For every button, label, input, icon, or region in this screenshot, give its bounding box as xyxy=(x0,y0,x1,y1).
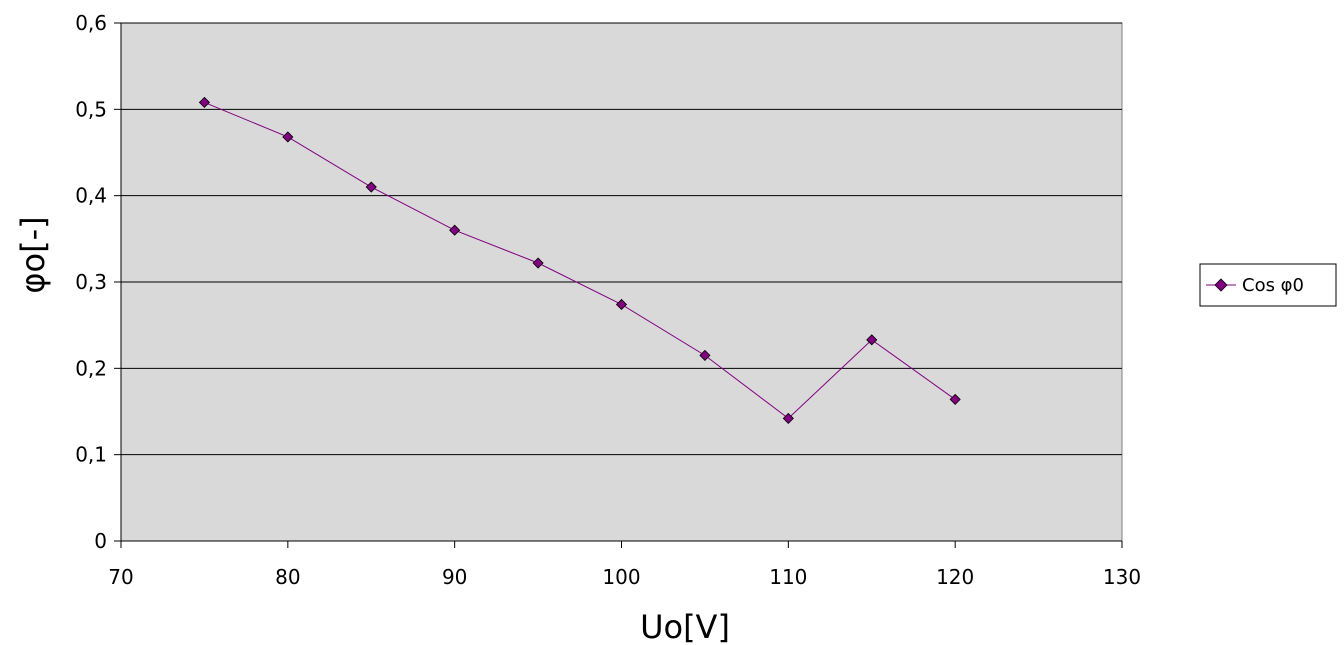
y-axis-title: φo[-] xyxy=(14,216,52,293)
data-point-0-4 xyxy=(532,257,544,269)
x-tick-label-6: 130 xyxy=(1103,565,1141,589)
legend-marker-icon xyxy=(1214,278,1228,292)
x-tick-labels: 70 80 90 100 110 120 130 xyxy=(108,565,1141,589)
series-group xyxy=(198,96,961,424)
data-point-0-8 xyxy=(866,334,878,346)
x-tick-label-1: 80 xyxy=(275,565,300,589)
y-tick-label-4: 0,4 xyxy=(75,184,107,208)
data-point-0-6 xyxy=(699,349,711,361)
data-point-0-5 xyxy=(615,298,628,311)
gridlines xyxy=(121,22,1122,456)
x-tick-label-5: 120 xyxy=(936,565,974,589)
data-point-0-3 xyxy=(449,224,461,236)
y-tick-label-5: 0,5 xyxy=(75,97,107,121)
y-tick-label-0: 0 xyxy=(94,529,107,553)
legend: Cos φ0 xyxy=(1199,263,1337,307)
data-point-0-2 xyxy=(365,181,377,193)
x-tick-label-4: 110 xyxy=(769,565,807,589)
axes xyxy=(114,22,1123,548)
y-tick-label-6: 0,6 xyxy=(75,11,107,35)
series-line-0 xyxy=(204,101,956,420)
data-point-0-0 xyxy=(198,96,210,108)
y-tick-label-1: 0,1 xyxy=(75,443,107,467)
y-tick-labels: 0 0,1 0,2 0,3 0,4 0,5 0,6 xyxy=(75,11,107,553)
x-tick-label-0: 70 xyxy=(108,565,133,589)
data-point-0-1 xyxy=(282,131,294,143)
y-tick-label-2: 0,2 xyxy=(75,356,107,380)
x-tick-label-3: 100 xyxy=(602,565,640,589)
x-tick-label-2: 90 xyxy=(442,565,467,589)
data-point-0-7 xyxy=(782,412,794,424)
data-point-0-9 xyxy=(949,393,961,405)
y-tick-label-3: 0,3 xyxy=(75,270,107,294)
x-axis-title: Uo[V] xyxy=(640,608,730,645)
legend-label-series-0: Cos φ0 xyxy=(1242,275,1304,296)
